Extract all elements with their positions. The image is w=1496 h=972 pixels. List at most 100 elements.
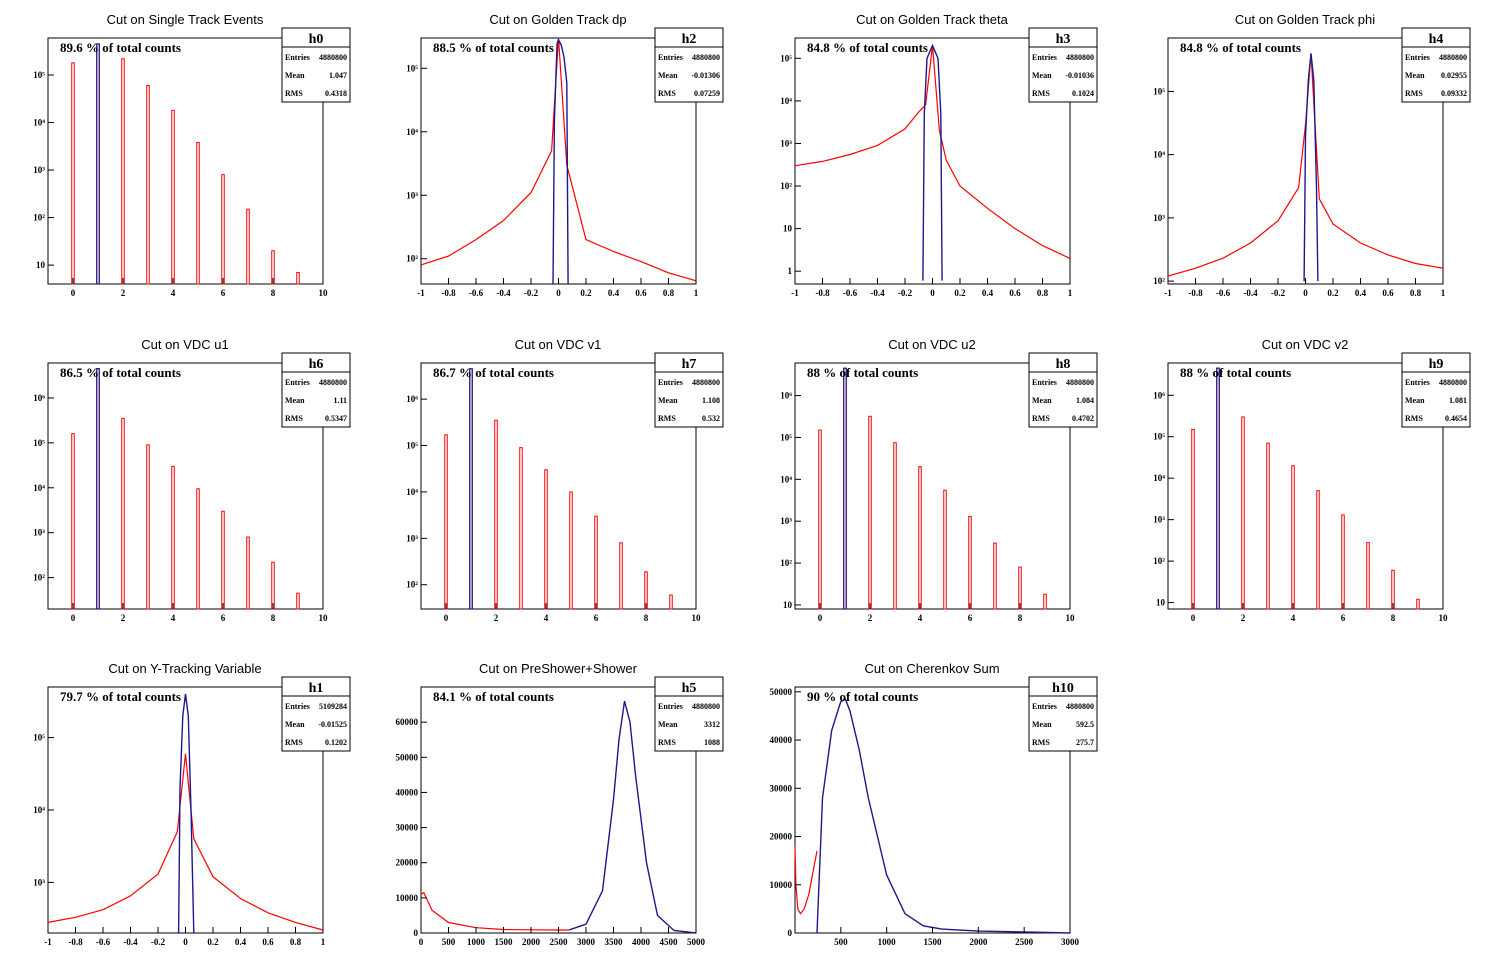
bin-all: [1366, 542, 1370, 610]
bin-all: [569, 491, 573, 610]
y-tick-label: 10⁵: [1153, 86, 1165, 96]
series-cut: [922, 43, 943, 281]
histogram-name: h3: [1056, 32, 1071, 47]
x-tick-label: 4000: [632, 937, 651, 947]
x-tick-label: 0: [419, 937, 424, 947]
y-tick-label: 10: [783, 600, 793, 610]
bin-all: [594, 515, 598, 610]
x-tick-label: 4: [918, 613, 923, 623]
stats-box: h2 Entries 4880800 Mean -0.01306 RMS 0.07259: [654, 27, 724, 103]
x-tick-label: -0.8: [1188, 288, 1203, 298]
x-tick-label: 4: [171, 613, 176, 623]
y-tick-label: 10: [1156, 598, 1166, 608]
stat-label: RMS: [1405, 89, 1423, 98]
stat-value: 0.02955: [1441, 71, 1467, 80]
y-tick-label: 10⁵: [33, 438, 45, 448]
histogram-panel-h9: Cut on VDC v2 0 2 4 6 8 10 10 10² 10³ 10⁴ 10⁵ 10⁶ 88 …: [1153, 337, 1471, 623]
bin-all: [296, 592, 300, 610]
percent-label: 86.5 % of total counts: [60, 365, 181, 380]
x-tick-label: 0: [71, 288, 76, 298]
y-tick-label: 10³: [780, 516, 792, 526]
stat-label: Mean: [658, 396, 678, 405]
y-tick-label: 30000: [770, 783, 793, 793]
stats-box-frame: [1028, 352, 1098, 428]
y-tick-label: 10²: [33, 213, 45, 223]
series-cut: [816, 698, 1071, 934]
stat-label: Mean: [1405, 71, 1425, 80]
y-tick-label: 10³: [780, 138, 792, 148]
y-tick-label: 20000: [396, 858, 419, 868]
y-tick-label: 10⁶: [406, 394, 418, 404]
x-tick-label: 6: [221, 613, 226, 623]
histogram-name: h1: [309, 681, 324, 696]
x-tick-label: 1: [1068, 288, 1073, 298]
stat-value: 1.084: [1076, 396, 1094, 405]
y-tick-label: 10⁴: [780, 474, 792, 484]
stat-value: 3312: [704, 720, 720, 729]
y-tick-label: 10⁴: [406, 127, 418, 137]
stat-value: 5109284: [319, 702, 347, 711]
bin-all: [71, 62, 75, 285]
x-tick-label: 6: [968, 613, 973, 623]
x-tick-label: 2: [494, 613, 499, 623]
histogram-panel-h6: Cut on VDC u1 0 2 4 6 8 10 10² 10³ 10⁴ 10⁵ 10⁶ 86.5 …: [33, 337, 351, 623]
bin-cut: [843, 367, 847, 610]
stat-value: -0.01036: [1065, 71, 1094, 80]
percent-label: 84.8 % of total counts: [807, 40, 928, 55]
y-tick-label: 10²: [406, 580, 418, 590]
x-tick-label: -1: [791, 288, 799, 298]
x-tick-label: 10: [692, 613, 702, 623]
x-tick-label: 0: [444, 613, 449, 623]
stat-label: Entries: [1032, 378, 1057, 387]
x-tick-label: 0.4: [608, 288, 620, 298]
stats-box: h6 Entries 4880800 Mean 1.11 RMS 0.5347: [281, 352, 351, 428]
chart-title: Cut on Golden Track phi: [1235, 12, 1375, 27]
stat-value: 0.09332: [1441, 89, 1467, 98]
stats-box: h3 Entries 4880800 Mean -0.01036 RMS 0.1024: [1028, 27, 1098, 103]
x-tick-label: -0.2: [524, 288, 539, 298]
y-tick-label: 10²: [1153, 556, 1165, 566]
stat-value: 4880800: [1439, 378, 1467, 387]
stat-value: 4880800: [319, 378, 347, 387]
chart-title: Cut on Y-Tracking Variable: [108, 661, 261, 676]
x-tick-label: -0.8: [68, 937, 83, 947]
stats-box-frame: [1401, 352, 1471, 428]
x-tick-label: -1: [44, 937, 52, 947]
x-tick-label: 5000: [687, 937, 706, 947]
stat-label: Entries: [1405, 378, 1430, 387]
bin-all: [968, 515, 972, 610]
stats-box-frame: [654, 27, 724, 103]
stat-label: RMS: [658, 738, 676, 747]
stat-label: RMS: [1032, 89, 1050, 98]
bin-all: [196, 488, 200, 610]
y-tick-label: 50000: [770, 687, 793, 697]
stat-label: Entries: [285, 53, 310, 62]
histogram-panel-h4: Cut on Golden Track phi -1 -0.8 -0.6 -0.4 -0.…: [1153, 12, 1471, 298]
stats-box-frame: [1401, 27, 1471, 103]
plot-frame: [47, 37, 324, 285]
y-tick-label: 10⁶: [1153, 390, 1165, 400]
bin-all: [221, 510, 225, 610]
x-tick-label: 3000: [1061, 937, 1080, 947]
bin-cut: [96, 368, 100, 610]
stats-box-frame: [1028, 676, 1098, 752]
x-tick-label: 1000: [467, 937, 486, 947]
bin-all: [71, 433, 75, 610]
percent-label: 84.8 % of total counts: [1180, 40, 1301, 55]
x-tick-label: 2000: [969, 937, 988, 947]
x-tick-label: 0: [183, 937, 188, 947]
x-tick-label: 10: [1439, 613, 1449, 623]
y-tick-label: 10⁵: [780, 432, 792, 442]
plot-frame: [420, 362, 697, 610]
bin-all: [669, 594, 673, 610]
bin-all: [146, 444, 150, 610]
y-tick-label: 10³: [33, 877, 45, 887]
histogram-name: h0: [309, 32, 324, 47]
y-tick-label: 10⁵: [1153, 432, 1165, 442]
chart-title: Cut on VDC u1: [141, 337, 228, 352]
histogram-name: h9: [1429, 357, 1444, 372]
histogram-panel-h7: Cut on VDC v1 0 2 4 6 8 10 10² 10³ 10⁴ 10⁵ 10⁶ 86.7 …: [406, 337, 724, 623]
histogram-panel-h8: Cut on VDC u2 0 2 4 6 8 10 10 10² 10³ 10⁴ 10⁵ 10⁶ 88 …: [780, 337, 1098, 623]
stat-label: Entries: [1405, 53, 1430, 62]
